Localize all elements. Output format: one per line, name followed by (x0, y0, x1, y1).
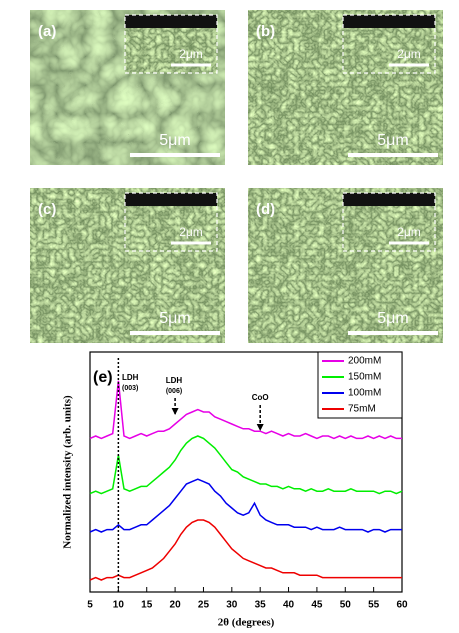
legend-label: 100mM (348, 388, 381, 399)
x-tick-label: 45 (311, 600, 323, 611)
panel-label: (a) (38, 23, 56, 40)
x-tick-label: 20 (170, 600, 182, 611)
plot-frame (89, 351, 403, 593)
data-line (89, 380, 402, 440)
x-tick-label: 60 (396, 600, 408, 611)
inset-scale-label: 2μm (179, 225, 203, 239)
panel-label: (d) (256, 201, 275, 218)
annotation-label: LDH (122, 373, 139, 382)
inset-scale-label: 2μm (179, 47, 203, 61)
inset-border (124, 192, 218, 252)
legend-label: 150mM (348, 372, 381, 383)
inset-border (124, 14, 218, 74)
data-line (89, 519, 402, 581)
legend-label: 200mM (348, 356, 381, 367)
y-axis-label: Normalized intensity (arb. units) (62, 395, 74, 549)
annotation-arrow (256, 424, 264, 431)
x-tick-label: 10 (113, 600, 125, 611)
x-tick-label: 40 (283, 600, 295, 611)
x-tick-label: 50 (340, 600, 352, 611)
inset-border (342, 192, 436, 252)
x-tick-label: 30 (226, 600, 238, 611)
data-line (89, 478, 402, 533)
x-tick-label: 25 (198, 600, 210, 611)
x-tick-label: 5 (87, 600, 93, 611)
annotation-label: LDH (166, 376, 183, 385)
inset-scale-label: 2μm (397, 225, 421, 239)
inset-scale-label: 2μm (397, 47, 421, 61)
annotation-label: CoO (252, 393, 269, 402)
x-axis-label: 2θ (degrees) (218, 617, 275, 629)
x-tick-label: 35 (255, 600, 267, 611)
x-tick-label: 55 (368, 600, 380, 611)
data-line (89, 435, 403, 495)
scale-label: 5μm (159, 310, 190, 327)
scale-label: 5μm (377, 132, 408, 149)
annotation-sublabel: (003) (122, 385, 138, 392)
x-tick-label: 15 (141, 600, 153, 611)
inset-border (342, 14, 436, 74)
panel-label: (e) (93, 369, 113, 386)
scale-label: 5μm (159, 132, 190, 149)
scale-label: 5μm (377, 310, 408, 327)
panel-label: (c) (38, 201, 56, 218)
legend-box (317, 351, 403, 419)
legend-label: 75mM (348, 404, 376, 415)
panel-label: (b) (256, 23, 275, 40)
annotation-arrow (171, 408, 179, 415)
annotation-sublabel: (006) (166, 388, 182, 395)
